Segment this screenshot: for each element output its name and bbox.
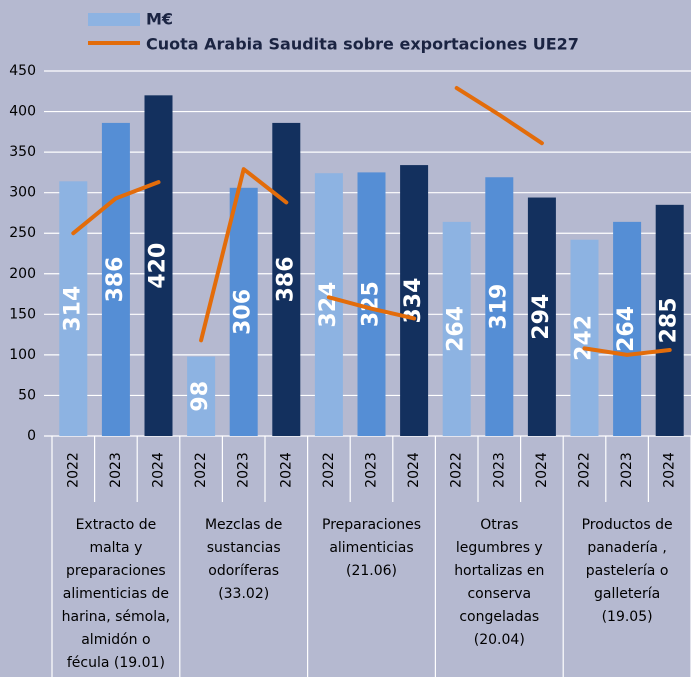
value-label: 264 [614, 306, 639, 352]
value-label: 306 [231, 289, 256, 335]
y-tick-label: 350 [9, 144, 36, 160]
y-tick-label: 450 [9, 63, 36, 79]
y-tick-label: 300 [9, 185, 36, 201]
legend-label: Cuota Arabia Saudita sobre exportaciones… [146, 35, 579, 54]
legend-swatch [88, 13, 140, 26]
group-label: Otras legumbres y hortalizas en conserva con… [454, 517, 544, 648]
x-tick-label: 2022 [193, 452, 209, 488]
y-tick-label: 0 [27, 428, 36, 444]
group-label: Extracto de malta y preparaciones alimentic… [62, 517, 170, 671]
line-series [326, 295, 417, 321]
y-tick-label: 50 [18, 387, 36, 403]
value-label: 324 [316, 282, 341, 328]
value-label: 420 [146, 243, 171, 289]
bar [442, 221, 471, 436]
x-tick-label: 2022 [577, 452, 593, 488]
bar [229, 187, 258, 436]
y-tick-label: 400 [9, 104, 36, 120]
value-label: 98 [188, 381, 213, 412]
x-tick-label: 2024 [278, 452, 294, 488]
x-tick-label: 2022 [65, 452, 81, 488]
y-tick-label: 150 [9, 306, 36, 322]
bar [272, 122, 301, 437]
x-tick-label: 2024 [151, 452, 167, 488]
bar [485, 177, 514, 436]
bar [400, 165, 429, 437]
x-tick-label: 2024 [534, 452, 550, 488]
bar [144, 95, 173, 436]
y-tick-label: 200 [9, 266, 36, 282]
bar [570, 239, 599, 436]
bar [314, 173, 343, 436]
line-series [454, 86, 544, 146]
x-tick-label: 2023 [236, 452, 252, 488]
x-tick-label: 2023 [108, 452, 124, 488]
value-label: 314 [60, 286, 85, 332]
y-tick-label: 100 [9, 347, 36, 363]
value-label: 325 [359, 281, 384, 327]
bar [101, 122, 130, 437]
line-series [71, 180, 161, 236]
group-label: Productos de panadería , pastelería o galle… [582, 517, 673, 625]
value-label: 242 [572, 315, 597, 361]
value-label: 386 [103, 256, 128, 302]
bar [527, 197, 556, 436]
x-tick-label: 2023 [364, 452, 380, 488]
legend-label: M€ [146, 10, 173, 29]
group-label: Preparaciones alimenticias (21.06) [322, 517, 421, 579]
value-label: 264 [444, 306, 469, 352]
x-tick-label: 2024 [662, 452, 678, 488]
bar [187, 356, 216, 436]
value-label: 294 [529, 294, 554, 340]
value-label: 386 [273, 256, 298, 302]
line-series [582, 346, 672, 357]
bar [655, 204, 684, 436]
value-label: 285 [657, 297, 682, 343]
line-series [199, 167, 289, 343]
x-tick-label: 2024 [406, 452, 422, 488]
x-tick-label: 2022 [321, 452, 337, 488]
x-tick-label: 2022 [449, 452, 465, 488]
value-label: 319 [486, 284, 511, 330]
group-label: Mezclas de sustancias odoríferas (33.02) [205, 517, 282, 602]
y-tick-label: 250 [9, 225, 36, 241]
x-tick-label: 2023 [491, 452, 507, 488]
bar [613, 221, 642, 436]
x-tick-label: 2023 [619, 452, 635, 488]
